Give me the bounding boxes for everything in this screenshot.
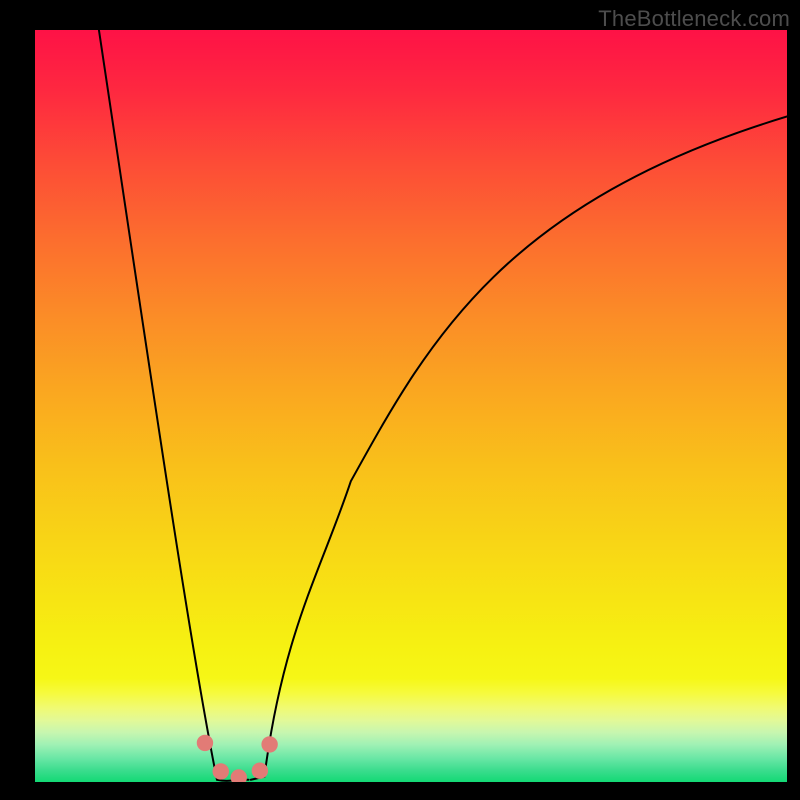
chart-stage: TheBottleneck.com bbox=[0, 0, 800, 800]
marker-dot bbox=[213, 763, 229, 779]
marker-dot bbox=[197, 735, 213, 751]
plot-svg bbox=[35, 30, 787, 782]
watermark-text: TheBottleneck.com bbox=[598, 6, 790, 32]
marker-dot bbox=[252, 763, 268, 779]
plot-background bbox=[35, 30, 787, 782]
marker-dot bbox=[261, 736, 277, 752]
plot-area bbox=[35, 30, 787, 782]
